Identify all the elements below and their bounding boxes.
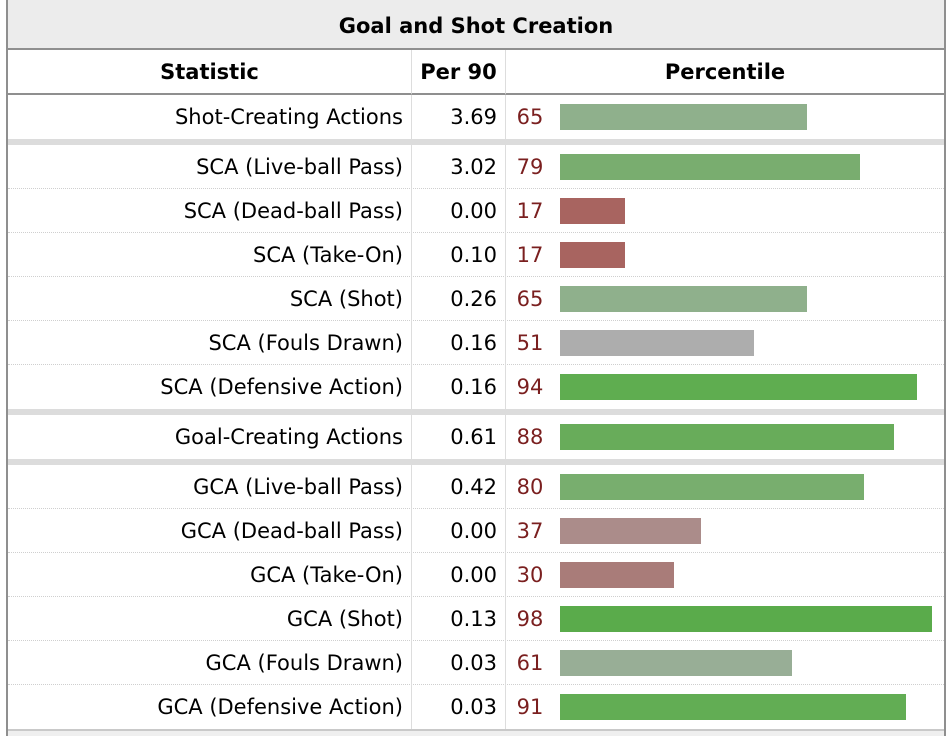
per90-cell: 0.00	[412, 553, 506, 597]
percentile-bar	[560, 650, 792, 676]
percentile-value: 98	[516, 607, 544, 631]
percentile-bar	[560, 606, 932, 632]
percentile-value: 91	[516, 695, 544, 719]
table-row: Goal-Creating Actions 0.61 88	[8, 415, 944, 459]
per90-cell: 0.16	[412, 365, 506, 409]
table-row: GCA (Defensive Action) 0.03 91	[8, 685, 944, 729]
per90-cell: 0.00	[412, 189, 506, 233]
table-row: SCA (Shot) 0.26 65	[8, 277, 944, 321]
group-separator	[8, 409, 944, 415]
percentile-value: 80	[516, 475, 544, 499]
percentile-bar	[560, 286, 807, 312]
table-row: GCA (Live-ball Pass) 0.42 80	[8, 465, 944, 509]
percentile-bar	[560, 242, 625, 268]
percentile-bar	[560, 518, 701, 544]
percentile-bar	[560, 424, 894, 450]
per90-cell: 0.26	[412, 277, 506, 321]
group-separator	[8, 459, 944, 465]
statistic-cell: SCA (Dead-ball Pass)	[8, 189, 412, 233]
table-row: SCA (Take-On) 0.10 17	[8, 233, 944, 277]
table-row: GCA (Dead-ball Pass) 0.00 37	[8, 509, 944, 553]
header-per90[interactable]: Per 90	[412, 50, 506, 95]
statistic-cell: GCA (Take-On)	[8, 553, 412, 597]
percentile-bar	[560, 104, 807, 130]
statistic-cell: GCA (Defensive Action)	[8, 685, 412, 729]
percentile-bar	[560, 562, 674, 588]
percentile-bar	[560, 198, 625, 224]
per90-cell: 0.16	[412, 321, 506, 365]
statistic-cell: SCA (Shot)	[8, 277, 412, 321]
header-statistic[interactable]: Statistic	[8, 50, 412, 95]
per90-cell: 3.02	[412, 145, 506, 189]
table-row: Shot-Creating Actions 3.69 65	[8, 95, 944, 139]
statistic-cell: GCA (Shot)	[8, 597, 412, 641]
group-separator	[8, 139, 944, 145]
table-row: GCA (Fouls Drawn) 0.03 61	[8, 641, 944, 685]
per90-cell: 0.03	[412, 641, 506, 685]
percentile-value: 17	[516, 199, 544, 223]
table-row: SCA (Defensive Action) 0.16 94	[8, 365, 944, 409]
statistic-cell: GCA (Live-ball Pass)	[8, 465, 412, 509]
percentile-bar	[560, 694, 906, 720]
table-row: GCA (Take-On) 0.00 30	[8, 553, 944, 597]
percentile-value: 37	[516, 519, 544, 543]
table-row: SCA (Live-ball Pass) 3.02 79	[8, 145, 944, 189]
statistic-cell: SCA (Defensive Action)	[8, 365, 412, 409]
table-row: GCA (Shot) 0.13 98	[8, 597, 944, 641]
percentile-bar	[560, 154, 860, 180]
percentile-value: 61	[516, 651, 544, 675]
table-row: SCA (Fouls Drawn) 0.16 51	[8, 321, 944, 365]
statistic-cell: Goal-Creating Actions	[8, 415, 412, 459]
per90-cell: 0.03	[412, 685, 506, 729]
table-row: SCA (Dead-ball Pass) 0.00 17	[8, 189, 944, 233]
percentile-value: 30	[516, 563, 544, 587]
statistic-cell: GCA (Fouls Drawn)	[8, 641, 412, 685]
percentile-value: 65	[516, 287, 544, 311]
table-footer-divider	[8, 729, 944, 736]
percentile-value: 65	[516, 105, 544, 129]
statistic-cell: Shot-Creating Actions	[8, 95, 412, 139]
statistic-cell: SCA (Take-On)	[8, 233, 412, 277]
per90-cell: 3.69	[412, 95, 506, 139]
percentile-bar	[560, 474, 864, 500]
percentile-value: 79	[516, 155, 544, 179]
percentile-value: 88	[516, 425, 544, 449]
per90-cell: 0.61	[412, 415, 506, 459]
percentile-value: 94	[516, 375, 544, 399]
percentile-bar	[560, 374, 917, 400]
statistic-cell: SCA (Live-ball Pass)	[8, 145, 412, 189]
per90-cell: 0.00	[412, 509, 506, 553]
statistic-cell: GCA (Dead-ball Pass)	[8, 509, 412, 553]
stats-table	[6, 0, 946, 736]
per90-cell: 0.42	[412, 465, 506, 509]
header-percentile[interactable]: Percentile	[506, 50, 944, 95]
percentile-value: 51	[516, 331, 544, 355]
table-title: Goal and Shot Creation	[6, 0, 946, 50]
per90-cell: 0.13	[412, 597, 506, 641]
per90-cell: 0.10	[412, 233, 506, 277]
statistic-cell: SCA (Fouls Drawn)	[8, 321, 412, 365]
percentile-value: 17	[516, 243, 544, 267]
percentile-bar	[560, 330, 754, 356]
